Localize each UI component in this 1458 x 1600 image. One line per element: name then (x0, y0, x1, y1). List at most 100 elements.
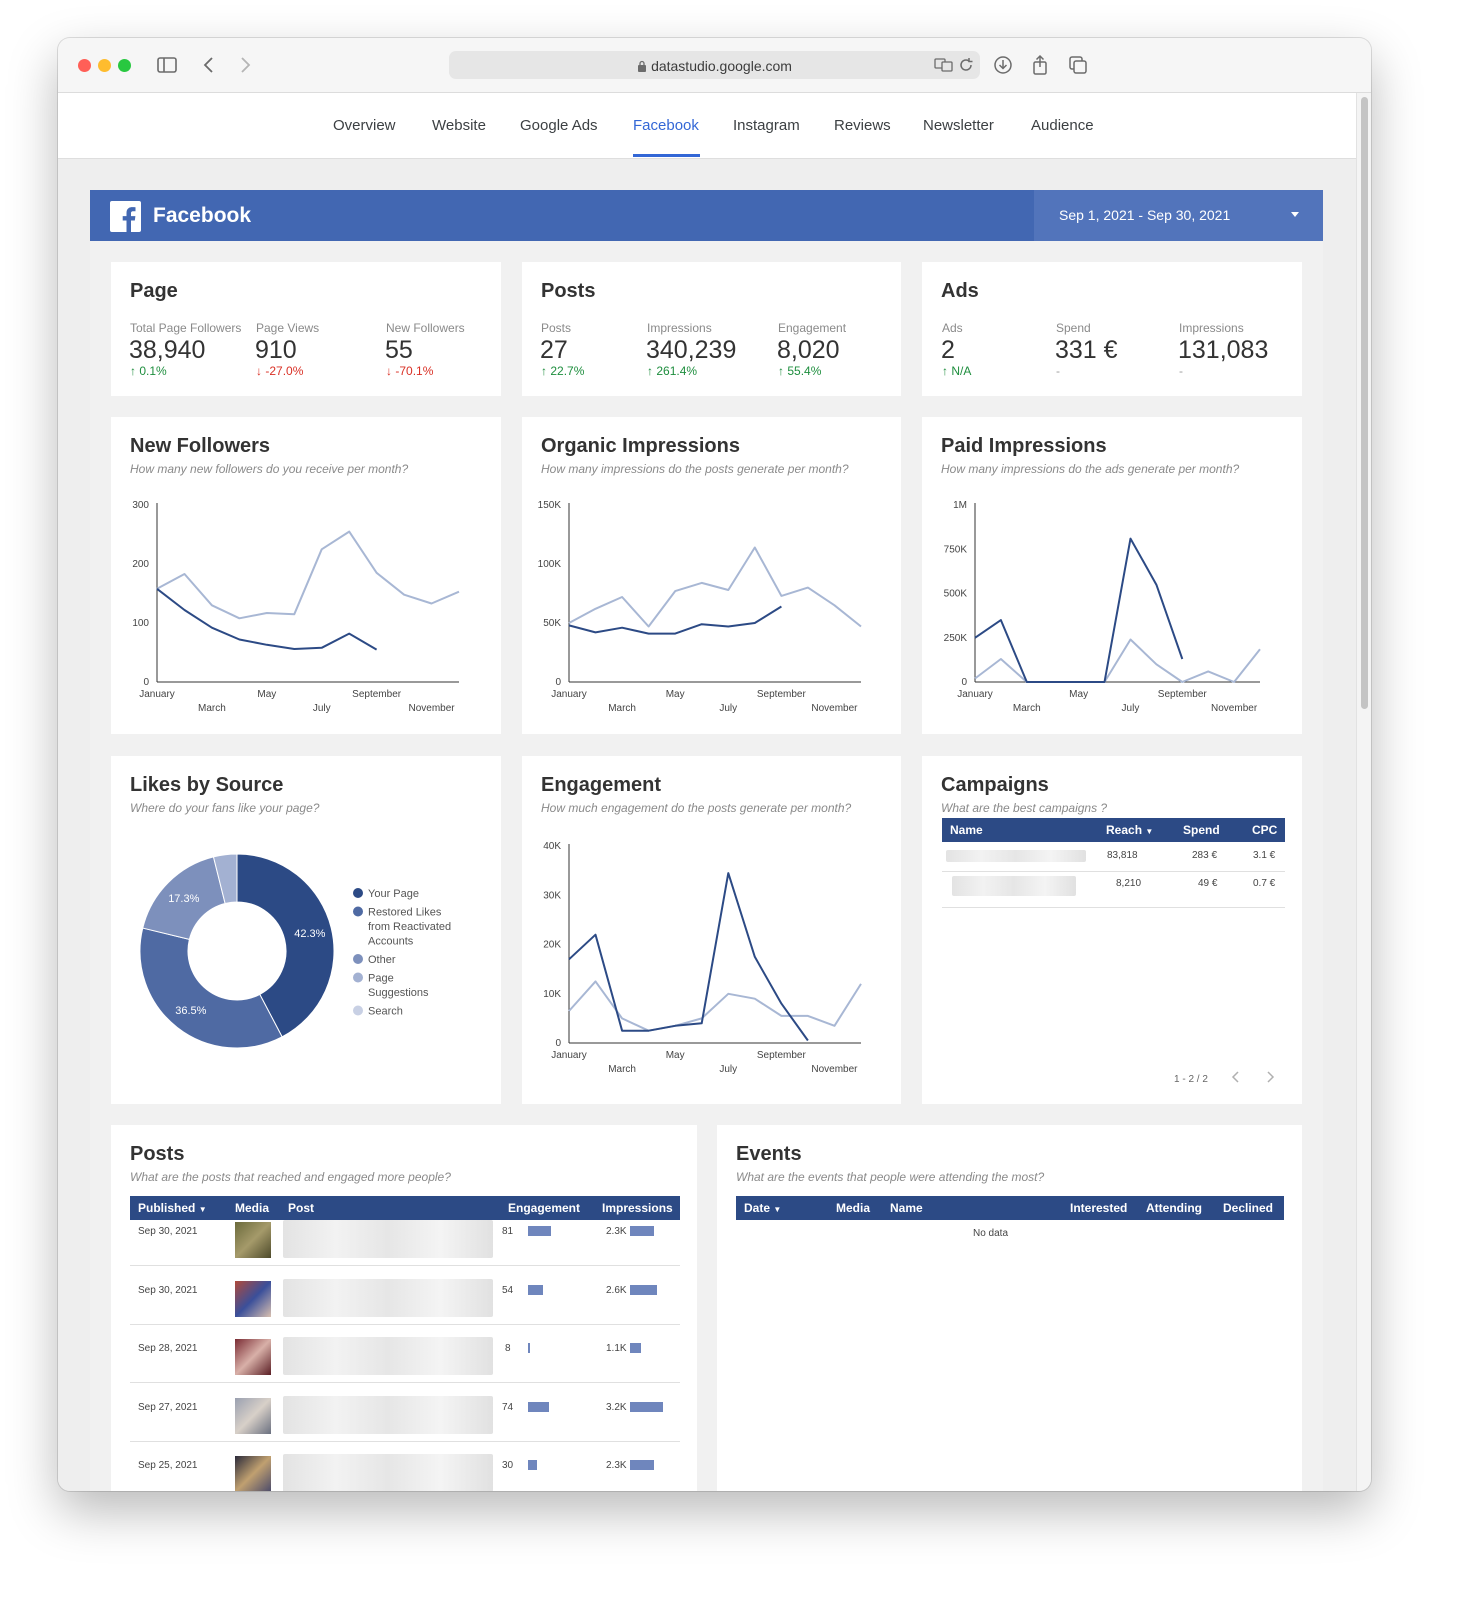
pie-slice (139, 927, 283, 1049)
tab-newsletter[interactable]: Newsletter (923, 117, 994, 134)
paid-impressions-card: Paid Impressions How many impressions do… (922, 417, 1302, 734)
post-thumbnail[interactable] (235, 1222, 271, 1258)
post-thumbnail[interactable] (235, 1339, 271, 1375)
kpi-delta: - (1179, 364, 1183, 378)
download-icon[interactable] (992, 54, 1014, 76)
column-header-reach[interactable]: Reach ▼ (1106, 823, 1154, 837)
x-tick-label: January (957, 689, 993, 700)
back-icon[interactable] (198, 54, 220, 76)
card-subtitle: How many impressions do the posts genera… (541, 462, 849, 476)
translate-icon[interactable] (933, 54, 955, 76)
scrollbar-thumb[interactable] (1361, 97, 1368, 709)
post-thumbnail[interactable] (235, 1397, 271, 1434)
tab-instagram[interactable]: Instagram (733, 117, 800, 134)
column-header-cpc[interactable]: CPC (1252, 823, 1278, 837)
card-subtitle: What are the events that people were att… (736, 1170, 1045, 1184)
pie-slice (236, 853, 335, 1038)
previous-year-series-line (568, 546, 862, 628)
sidebar-toggle-icon[interactable] (156, 54, 178, 76)
card-title: Organic Impressions (541, 435, 740, 457)
current-year-series-line (568, 605, 782, 635)
column-header-published[interactable]: Published ▼ (138, 1201, 207, 1215)
legend-label: Your Page (368, 888, 419, 900)
tab-google-ads[interactable]: Google Ads (520, 117, 598, 134)
row-divider (130, 1323, 680, 1325)
impressions-value: 2.6K (606, 1284, 627, 1296)
slice-label: 17.3% (168, 893, 199, 905)
maximize-window-button[interactable] (118, 59, 131, 72)
card-title: New Followers (130, 435, 271, 457)
kpi-value: 340,239 (646, 336, 737, 364)
row-divider (942, 907, 1285, 908)
legend-marker (353, 954, 363, 964)
x-tick-label: March (198, 703, 226, 714)
reload-icon[interactable] (955, 54, 977, 76)
minimize-window-button[interactable] (98, 59, 111, 72)
column-header-post[interactable]: Post (288, 1201, 315, 1215)
kpi-value: 38,940 (129, 336, 206, 364)
cpc-cell: 0.7 € (1253, 878, 1276, 889)
card-subtitle: How much engagement do the posts generat… (541, 801, 852, 815)
tab-website[interactable]: Website (432, 117, 486, 134)
date-range-picker[interactable]: Sep 1, 2021 - Sep 30, 2021 (1034, 190, 1323, 241)
x-tick-label: July (313, 703, 331, 714)
column-header-engagement[interactable]: Engagement (508, 1201, 581, 1215)
card-title: Campaigns (941, 774, 1049, 796)
spend-cell: 283 € (1192, 850, 1218, 861)
tab-audience[interactable]: Audience (1031, 117, 1094, 134)
card-title: Posts (130, 1143, 185, 1165)
column-header-declined[interactable]: Declined (1223, 1201, 1274, 1215)
kpi-value: 910 (255, 336, 297, 364)
column-header-name[interactable]: Name (890, 1201, 923, 1215)
kpi-label: Total Page Followers (130, 321, 242, 335)
address-bar[interactable]: datastudio.google.com (449, 51, 980, 79)
engagement-value: 8 (505, 1343, 511, 1354)
active-tab-indicator (633, 154, 700, 157)
row-divider (130, 1265, 680, 1266)
column-header-impressions[interactable]: Impressions (602, 1201, 673, 1215)
column-header-spend[interactable]: Spend (1183, 823, 1220, 837)
legend-label: Accounts (368, 936, 414, 948)
previous-year-series-line (568, 980, 862, 1032)
forward-icon[interactable] (234, 54, 256, 76)
row-divider (130, 1440, 680, 1442)
tab-facebook[interactable]: Facebook (633, 117, 699, 134)
share-icon[interactable] (1029, 54, 1051, 76)
published-date: Sep 28, 2021 (138, 1343, 198, 1354)
posts-table-card: Posts What are the posts that reached an… (111, 1125, 697, 1491)
x-tick-label: March (608, 1064, 636, 1075)
column-header-interested[interactable]: Interested (1070, 1201, 1128, 1215)
tabs-overview-icon[interactable] (1067, 54, 1089, 76)
chevron-left-icon[interactable] (1230, 1070, 1242, 1089)
post-thumbnail[interactable] (235, 1280, 271, 1317)
published-date: Sep 25, 2021 (138, 1460, 198, 1471)
legend-marker (353, 888, 363, 898)
tab-reviews[interactable]: Reviews (834, 117, 891, 134)
legend-marker (353, 972, 363, 983)
kpi-label: Posts (541, 321, 572, 335)
events-table-header: Date ▼ Media Name Interested Attending D… (736, 1196, 1284, 1220)
post-thumbnail[interactable] (235, 1456, 271, 1491)
y-tick-label: 0 (555, 677, 561, 688)
legend-label: Page (368, 973, 394, 985)
x-tick-label: September (757, 1050, 807, 1061)
impressions-value: 2.3K (606, 1460, 627, 1471)
engagement-bar (528, 1226, 551, 1236)
tab-overview[interactable]: Overview (333, 117, 396, 134)
chevron-right-icon[interactable] (1264, 1070, 1276, 1089)
engagement-value: 30 (502, 1460, 514, 1471)
x-tick-label: November (811, 703, 858, 714)
column-header-media[interactable]: Media (235, 1201, 270, 1215)
card-subtitle: How many new followers do you receive pe… (130, 462, 409, 476)
column-header-media[interactable]: Media (836, 1201, 871, 1215)
column-header-attending[interactable]: Attending (1146, 1201, 1202, 1215)
close-window-button[interactable] (78, 59, 91, 72)
kpi-delta: - (1056, 364, 1060, 378)
column-header-name[interactable]: Name (950, 823, 983, 837)
kpi-value: 2 (941, 336, 955, 364)
kpi-label: Impressions (647, 321, 712, 335)
column-header-date[interactable]: Date ▼ (744, 1201, 782, 1215)
x-tick-label: July (719, 703, 737, 714)
page-scrollbar[interactable] (1356, 93, 1371, 1491)
cpc-cell: 3.1 € (1253, 850, 1276, 861)
